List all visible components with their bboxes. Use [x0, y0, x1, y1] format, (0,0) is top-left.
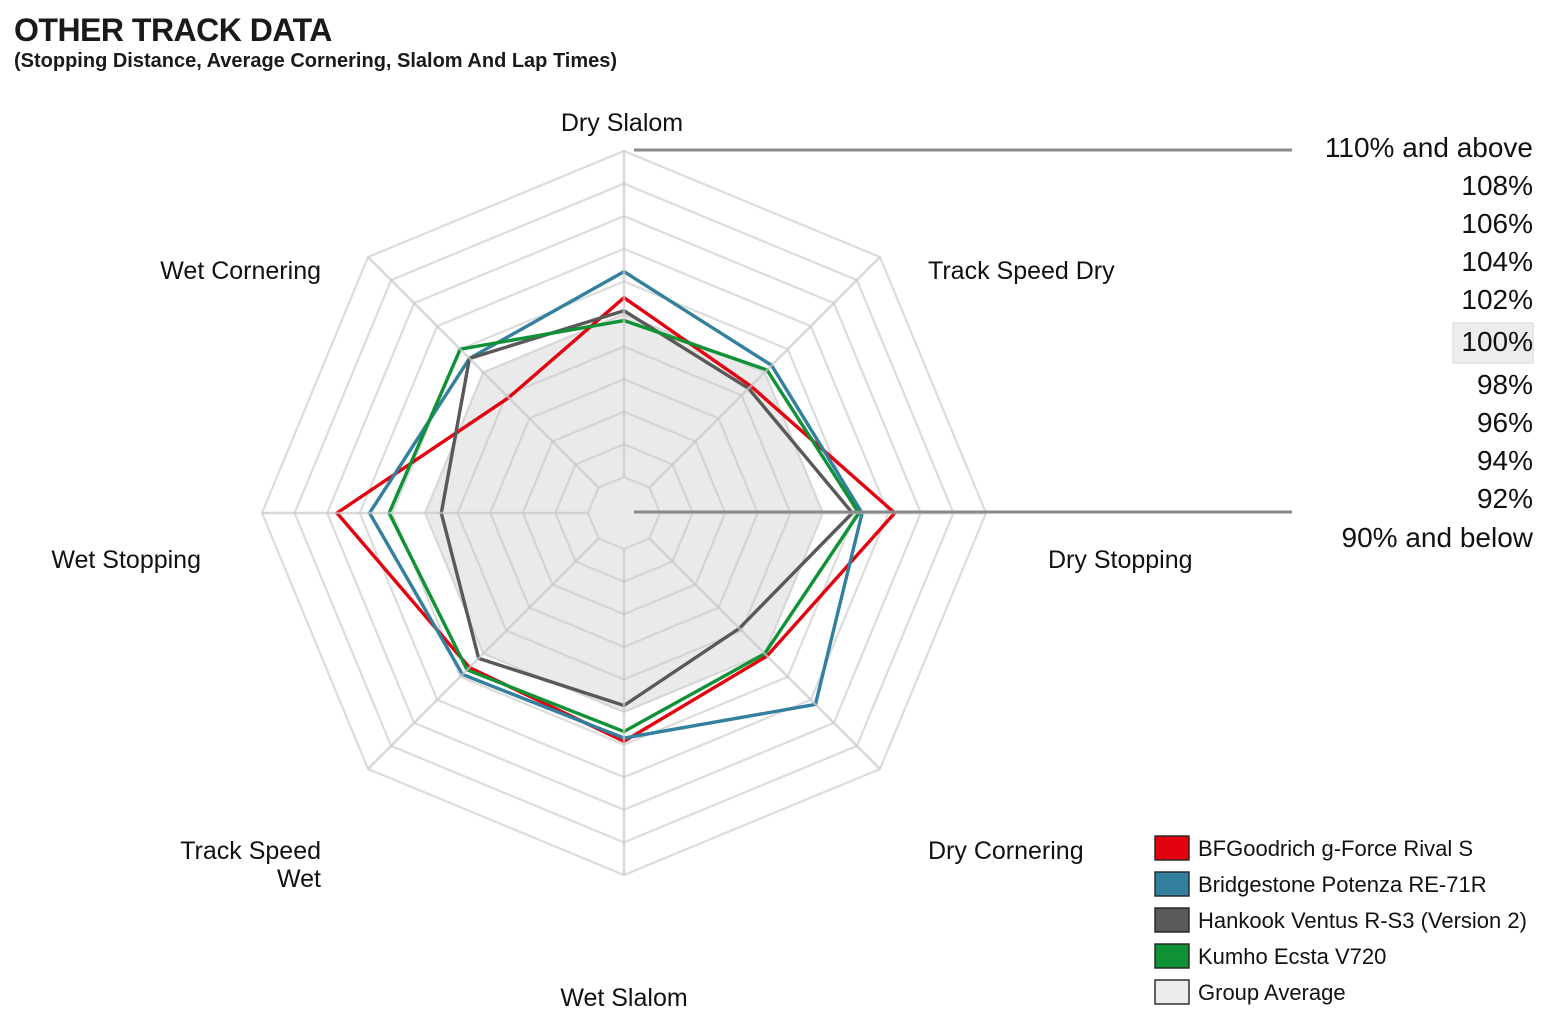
legend-swatch	[1154, 943, 1190, 969]
axis-spoke	[367, 537, 600, 770]
legend-label: BFGoodrich g-Force Rival S	[1198, 836, 1473, 861]
radar-spokes	[262, 151, 986, 875]
scale-highlight-box	[1452, 322, 1534, 364]
scale-label: 92%	[1477, 483, 1533, 514]
scale-label: 110% and above	[1325, 132, 1533, 163]
legend: BFGoodrich g-Force Rival S Bridgestone Po…	[1154, 835, 1527, 1005]
axis-spoke	[367, 256, 600, 489]
scale-label: 108%	[1461, 170, 1533, 201]
legend-swatch	[1154, 835, 1190, 861]
legend-swatch	[1154, 871, 1190, 897]
chart-subtitle: (Stopping Distance, Average Cornering, S…	[14, 50, 618, 72]
scale-label: 102%	[1461, 284, 1533, 315]
legend-swatch	[1154, 979, 1190, 1005]
legend-swatch	[1154, 907, 1190, 933]
axis-label: Wet Slalom	[560, 984, 687, 1012]
legend-label: Kumho Ecsta V720	[1198, 944, 1386, 969]
scale-label: 106%	[1461, 208, 1533, 239]
scale-label: 104%	[1461, 246, 1533, 277]
scale-label: 96%	[1477, 407, 1533, 438]
axis-label: Dry Slalom	[561, 109, 683, 137]
chart-title: OTHER TRACK DATA	[14, 12, 332, 48]
axis-spoke	[648, 537, 881, 770]
axis-label: Dry Stopping	[1048, 546, 1193, 574]
scale-label: 90% and below	[1342, 522, 1534, 553]
scale-label: 100%	[1461, 326, 1533, 357]
radar-series	[335, 269, 897, 744]
scale-label: 98%	[1477, 369, 1533, 400]
legend-label: Hankook Ventus R-S3 (Version 2)	[1198, 908, 1527, 933]
axis-label: Dry Cornering	[928, 837, 1084, 865]
legend-label: Bridgestone Potenza RE-71R	[1198, 872, 1487, 897]
axis-label: Wet Cornering	[160, 257, 321, 285]
axis-label: Track Speed Wet	[180, 837, 321, 893]
axis-label: Wet Stopping	[51, 546, 201, 574]
axis-labels: Dry Slalom Track Speed Dry Dry Stopping Dry…	[51, 109, 1192, 1012]
axis-spoke	[648, 256, 881, 489]
scale-label: 94%	[1477, 445, 1533, 476]
legend-label: Group Average	[1198, 980, 1346, 1005]
axis-label: Track Speed Dry	[928, 257, 1115, 285]
scale-key: 110% and above 108% 106% 104% 102% 100% 98% 96%…	[634, 132, 1534, 553]
